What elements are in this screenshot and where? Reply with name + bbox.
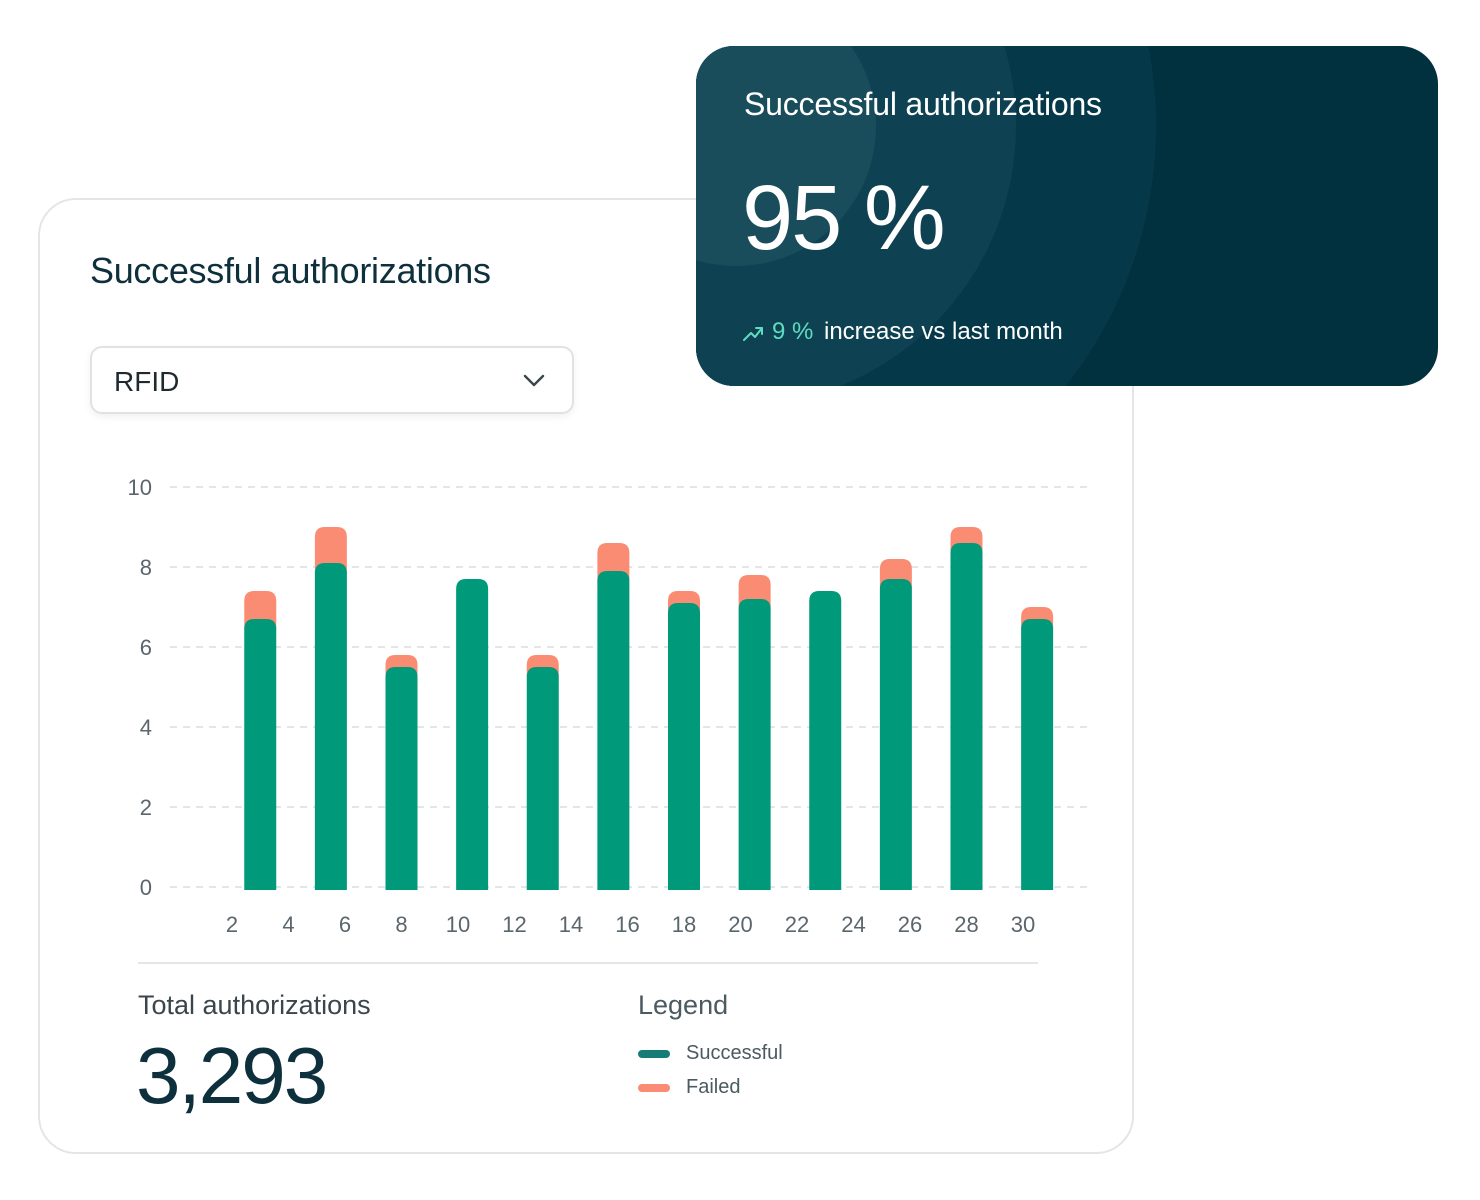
legend-title: Legend <box>638 990 729 1020</box>
y-tick-label: 8 <box>140 555 152 580</box>
y-tick-label: 2 <box>140 795 152 820</box>
x-tick-label: 16 <box>615 912 639 937</box>
kpi-title: Successful authorizations <box>744 86 1102 122</box>
bar-failed <box>314 527 347 573</box>
kpi-card: Successful authorizations 95 % 9 % incre… <box>696 46 1438 386</box>
x-tick-label: 24 <box>841 912 865 937</box>
bar-successful <box>456 579 489 890</box>
y-tick-label: 10 <box>128 475 152 500</box>
x-tick-label: 18 <box>672 912 696 937</box>
bar-successful <box>879 579 912 890</box>
divider <box>138 962 1038 964</box>
x-tick-label: 14 <box>559 912 583 937</box>
x-tick-label: 28 <box>954 912 978 937</box>
legend-label-failed: Failed <box>686 1076 741 1098</box>
x-tick-label: 20 <box>728 912 752 937</box>
bar-successful <box>597 571 630 890</box>
chevron-down-icon <box>523 374 545 387</box>
x-tick-label: 26 <box>898 912 922 937</box>
y-tick-label: 6 <box>140 635 152 660</box>
legend-label-successful: Successful <box>686 1042 783 1064</box>
y-tick-label: 4 <box>140 715 152 740</box>
bar-successful <box>385 667 418 890</box>
x-tick-label: 30 <box>1011 912 1035 937</box>
bar-successful <box>738 599 771 890</box>
trend-up-icon <box>743 327 763 341</box>
x-tick-label: 2 <box>226 912 238 937</box>
kpi-background-decoration <box>696 46 1156 386</box>
bar-successful <box>244 619 277 890</box>
x-tick-label: 6 <box>339 912 351 937</box>
x-tick-label: 4 <box>282 912 294 937</box>
trend-percentage: 9 % <box>772 318 814 345</box>
y-tick-label: 0 <box>140 875 152 900</box>
card-title: Successful authorizations <box>90 250 491 291</box>
legend-swatch-successful <box>638 1050 670 1058</box>
bar-successful <box>314 563 347 890</box>
x-tick-label: 12 <box>502 912 526 937</box>
bar-successful <box>526 667 559 890</box>
bar-successful <box>950 543 983 890</box>
total-authorizations-value: 3,293 <box>136 1031 328 1120</box>
bar-successful <box>809 591 842 890</box>
x-tick-label: 10 <box>446 912 470 937</box>
total-authorizations-label: Total authorizations <box>138 990 371 1020</box>
type-dropdown[interactable]: RFID <box>90 346 574 414</box>
kpi-value: 95 % <box>742 167 946 269</box>
legend-swatch-failed <box>638 1084 670 1092</box>
dropdown-selected-value: RFID <box>114 366 180 397</box>
bar-successful <box>1021 619 1054 890</box>
trend-description: increase vs last month <box>824 318 1063 345</box>
bar-successful <box>668 603 700 890</box>
x-tick-label: 8 <box>395 912 407 937</box>
x-tick-label: 22 <box>785 912 809 937</box>
